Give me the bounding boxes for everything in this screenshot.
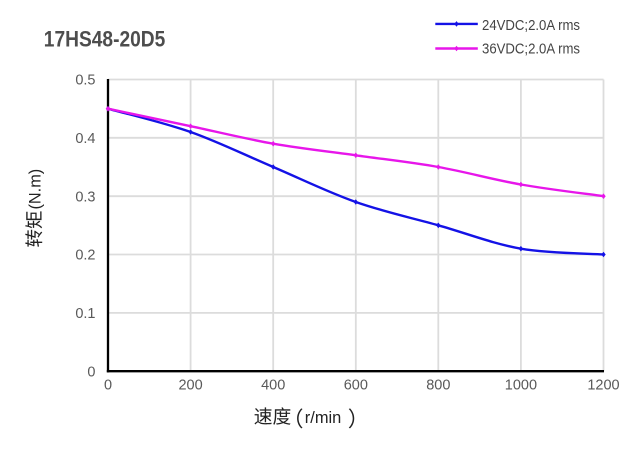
svg-text:1000: 1000: [505, 377, 537, 393]
svg-text:0: 0: [87, 364, 95, 380]
svg-text:0.3: 0.3: [75, 189, 95, 205]
svg-text:r/min: r/min: [305, 408, 342, 427]
svg-text:17HS48-20D5: 17HS48-20D5: [44, 26, 166, 51]
svg-text:0.5: 0.5: [75, 73, 95, 89]
svg-text:600: 600: [344, 377, 368, 393]
svg-text:0.2: 0.2: [75, 248, 95, 264]
svg-text:36VDC;2.0A rms: 36VDC;2.0A rms: [482, 41, 580, 57]
svg-text:400: 400: [261, 377, 285, 393]
svg-text:200: 200: [178, 377, 202, 393]
svg-text:800: 800: [426, 377, 450, 393]
svg-text:0: 0: [104, 377, 112, 393]
svg-text:1200: 1200: [587, 377, 619, 393]
svg-text:0.4: 0.4: [75, 131, 95, 147]
svg-text:0.1: 0.1: [75, 306, 95, 322]
svg-text:(N.m): (N.m): [26, 169, 44, 210]
svg-text:24VDC;2.0A rms: 24VDC;2.0A rms: [482, 18, 580, 34]
